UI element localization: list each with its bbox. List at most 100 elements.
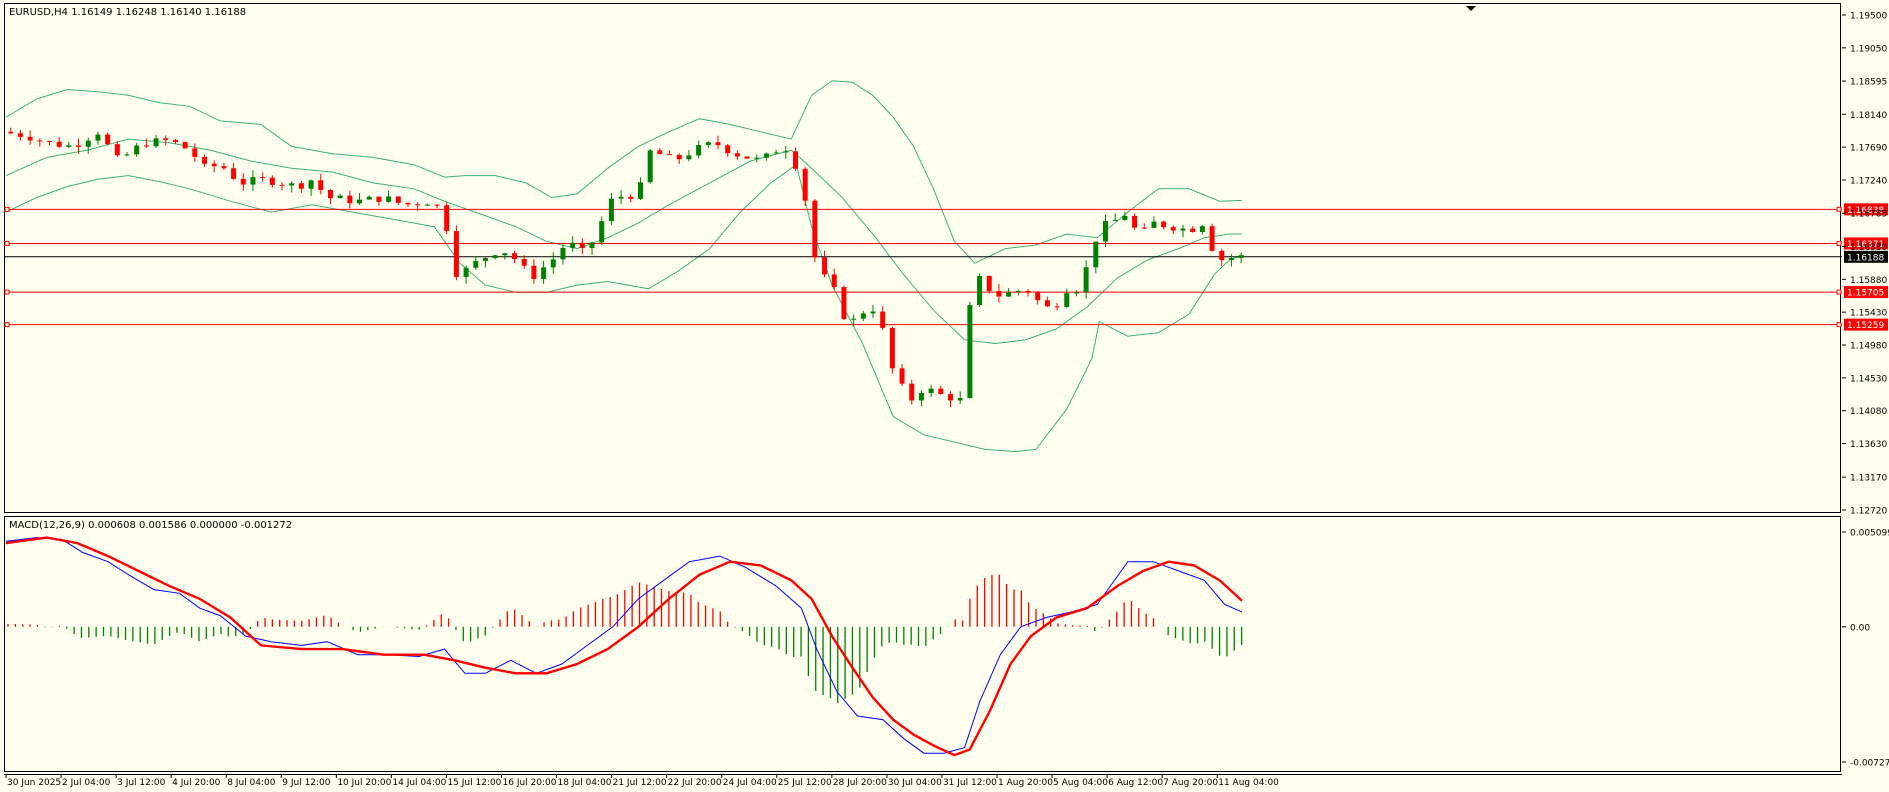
candle-body bbox=[453, 231, 459, 277]
candle-body bbox=[269, 177, 275, 185]
candle-body bbox=[1209, 226, 1215, 251]
candle-body bbox=[1228, 257, 1234, 261]
candle-body bbox=[647, 150, 653, 183]
time-tick-label: 1 Aug 20:00 bbox=[998, 778, 1053, 788]
candle-body bbox=[434, 204, 440, 206]
bollinger-middle-line bbox=[5, 138, 1242, 345]
candle-body bbox=[366, 196, 372, 200]
candle-body bbox=[977, 275, 983, 306]
candle-body bbox=[153, 138, 159, 147]
candle-body bbox=[250, 177, 256, 185]
level-label: 1.15705 bbox=[1847, 289, 1884, 299]
candle-body bbox=[8, 131, 14, 134]
candle-body bbox=[163, 138, 169, 140]
candle-body bbox=[76, 145, 82, 147]
candle-body bbox=[618, 196, 624, 199]
candle-body bbox=[938, 388, 944, 395]
level-handle-right bbox=[1836, 322, 1842, 328]
level-handle-left bbox=[4, 240, 10, 246]
candle-body bbox=[1180, 228, 1186, 231]
candle-body bbox=[221, 166, 227, 169]
level-handle-left bbox=[4, 206, 10, 212]
price-tick-label: 1.18595 bbox=[1850, 78, 1887, 88]
bollinger-lower-line bbox=[5, 163, 1243, 453]
candle-body bbox=[705, 142, 711, 146]
candle-body bbox=[1132, 215, 1138, 228]
current-price-label-bg bbox=[1844, 250, 1888, 263]
candle-body bbox=[337, 195, 343, 199]
signal-line bbox=[5, 536, 1243, 757]
candlesticks bbox=[8, 127, 1244, 408]
price-tick-label: 1.17690 bbox=[1850, 144, 1887, 154]
candle-body bbox=[134, 145, 140, 155]
candle-body bbox=[211, 163, 217, 167]
candle-body bbox=[637, 182, 643, 199]
level-label: 1.15259 bbox=[1847, 321, 1884, 331]
price-tick-label: 1.15430 bbox=[1850, 309, 1887, 319]
level-label-bg bbox=[1844, 286, 1888, 299]
candle-body bbox=[657, 150, 663, 155]
level-handle-left bbox=[4, 322, 10, 328]
candle-body bbox=[1161, 221, 1167, 228]
price-axis: 1.19500 1.19050 1.18595 1.18140 1.17690 1.172… bbox=[1842, 12, 1887, 517]
candle-body bbox=[279, 184, 285, 186]
time-tick-label: 2 Jul 04:00 bbox=[62, 778, 111, 788]
macd-histogram bbox=[7, 574, 1243, 704]
price-tick-label: 1.18140 bbox=[1850, 111, 1887, 121]
price-tick-label: 1.17240 bbox=[1850, 177, 1887, 187]
candle-body bbox=[17, 133, 23, 137]
horizontal-levels[interactable]: 1.16838 1.16371 1.16188 1.15705 1.15259 bbox=[4, 203, 1888, 331]
candle-body bbox=[192, 148, 198, 157]
level-handle-right bbox=[1836, 289, 1842, 295]
candle-body bbox=[327, 189, 333, 199]
candle-body bbox=[473, 260, 479, 268]
time-tick-label: 4 Jul 20:00 bbox=[172, 778, 221, 788]
candle-body bbox=[1073, 292, 1079, 294]
candle-body bbox=[1044, 300, 1050, 307]
candle-body bbox=[95, 134, 101, 141]
time-tick-label: 22 Jul 20:00 bbox=[668, 778, 722, 788]
candle-body bbox=[1083, 267, 1089, 293]
price-tick-label: 1.13630 bbox=[1850, 440, 1887, 450]
candle-body bbox=[715, 142, 721, 146]
candle-body bbox=[347, 195, 353, 204]
price-tick-label: 1.14530 bbox=[1850, 374, 1887, 384]
candle-body bbox=[1054, 306, 1060, 308]
candle-body bbox=[1103, 220, 1109, 242]
candle-body bbox=[1238, 255, 1244, 258]
price-tick-label: 1.14080 bbox=[1850, 407, 1887, 417]
candle-body bbox=[357, 199, 363, 204]
candle-body bbox=[202, 156, 208, 164]
candle-body bbox=[541, 267, 547, 279]
candle-body bbox=[444, 205, 450, 232]
time-tick-label: 5 Aug 04:00 bbox=[1053, 778, 1108, 788]
time-tick-label: 31 Jul 12:00 bbox=[943, 778, 997, 788]
candle-body bbox=[1035, 292, 1041, 301]
chart-shift-marker[interactable] bbox=[1466, 6, 1476, 11]
price-tick-label: 1.15880 bbox=[1850, 276, 1887, 286]
time-tick-label: 25 Jul 12:00 bbox=[778, 778, 832, 788]
candle-body bbox=[889, 327, 895, 369]
candle-body bbox=[531, 265, 537, 279]
price-tick-label: 1.16330 bbox=[1850, 243, 1887, 253]
price-pane-frame[interactable] bbox=[4, 3, 1841, 513]
macd-pane-frame[interactable] bbox=[4, 516, 1841, 772]
candle-body bbox=[1064, 293, 1070, 308]
candle-body bbox=[56, 141, 62, 147]
time-tick-label: 11 Aug 04:00 bbox=[1218, 778, 1279, 788]
candle-body bbox=[899, 368, 905, 384]
macd-tick-label: 0.005099 bbox=[1850, 529, 1889, 539]
macd-tick-label: 0.00 bbox=[1850, 623, 1870, 633]
candle-body bbox=[85, 140, 91, 147]
candle-body bbox=[754, 157, 760, 159]
candle-body bbox=[802, 168, 808, 201]
time-tick-label: 28 Jul 20:00 bbox=[833, 778, 887, 788]
candle-body bbox=[424, 204, 430, 206]
candle-body bbox=[1122, 215, 1128, 221]
candle-body bbox=[550, 259, 556, 268]
price-tick-label: 1.13170 bbox=[1850, 474, 1887, 484]
time-tick-label: 24 Jul 04:00 bbox=[723, 778, 777, 788]
candle-body bbox=[27, 136, 33, 141]
candle-body bbox=[463, 267, 469, 277]
